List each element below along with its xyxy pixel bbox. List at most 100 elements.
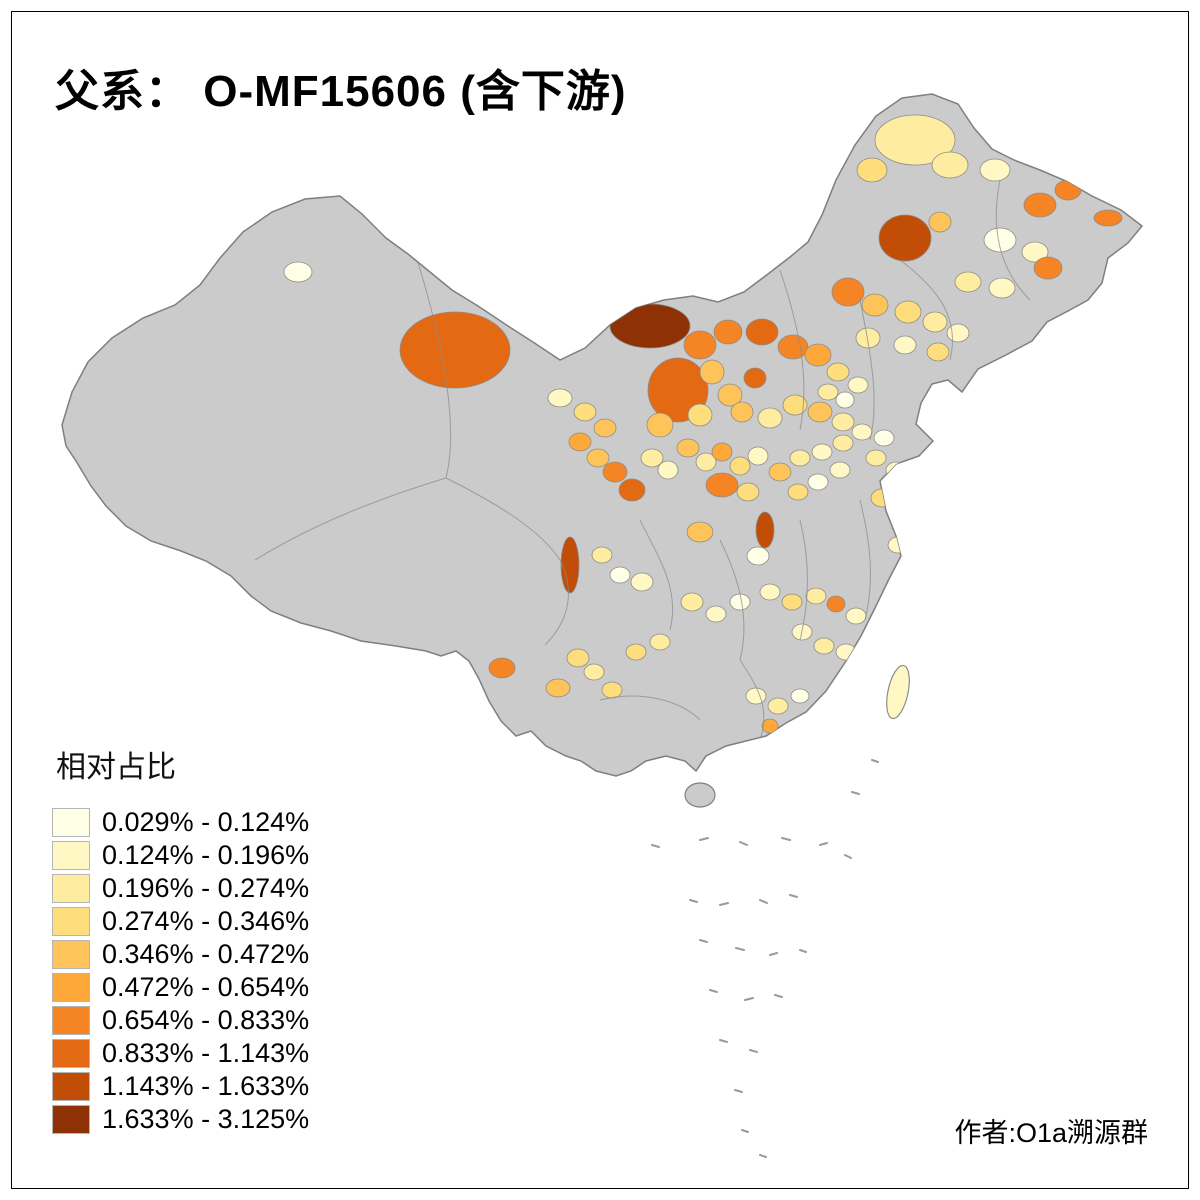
- map-region: [865, 449, 887, 467]
- map-region: [847, 376, 869, 394]
- map-region: [586, 448, 610, 468]
- map-region: [832, 434, 854, 452]
- map-region: [736, 482, 760, 502]
- map-region: [745, 318, 779, 346]
- map-region: [813, 637, 835, 655]
- legend-row: 0.124% - 0.196%: [52, 839, 309, 872]
- map-region: [909, 523, 931, 541]
- map-region: [805, 587, 827, 605]
- map-region: [826, 595, 846, 613]
- legend-swatch: [52, 973, 90, 1002]
- legend-row: 0.274% - 0.346%: [52, 905, 309, 938]
- map-region: [730, 401, 754, 423]
- map-region: [1021, 241, 1049, 263]
- map-region: [601, 681, 623, 699]
- colored-regions: [283, 114, 1123, 734]
- map-region: [618, 478, 646, 502]
- legend-row: 0.346% - 0.472%: [52, 938, 309, 971]
- map-region: [946, 323, 970, 343]
- map-region: [566, 648, 590, 668]
- map-region: [831, 277, 865, 307]
- legend-swatch: [52, 1072, 90, 1101]
- map-region: [790, 688, 810, 704]
- map-region: [856, 650, 876, 666]
- legend-label: 0.274% - 0.346%: [102, 906, 310, 936]
- map-region: [609, 566, 631, 584]
- map-region: [787, 483, 809, 501]
- legend-label: 1.143% - 1.633%: [102, 1071, 310, 1101]
- map-region: [717, 383, 743, 407]
- map-region: [874, 114, 956, 166]
- map-region: [746, 546, 770, 566]
- legend-row: 1.633% - 3.125%: [52, 1103, 309, 1136]
- map-region: [609, 303, 691, 349]
- map-region: [759, 583, 781, 601]
- legend-label: 0.029% - 0.124%: [102, 807, 310, 837]
- map-region: [745, 687, 767, 705]
- map-region: [835, 643, 857, 661]
- map-region: [807, 473, 829, 491]
- map-region: [547, 388, 573, 408]
- map-region: [747, 446, 769, 466]
- map-region: [807, 401, 833, 423]
- map-region: [545, 678, 571, 698]
- legend-swatch: [52, 1039, 90, 1068]
- map-region: [855, 327, 881, 349]
- legend-label: 0.124% - 0.196%: [102, 840, 310, 870]
- legend-row: 0.654% - 0.833%: [52, 1004, 309, 1037]
- map-region: [777, 334, 809, 360]
- legend-swatch: [52, 1006, 90, 1035]
- map-region: [699, 359, 725, 385]
- map-region: [695, 452, 717, 472]
- map-region: [1054, 179, 1082, 201]
- map-region: [893, 335, 917, 355]
- legend-label: 0.472% - 0.654%: [102, 972, 310, 1002]
- map-region: [866, 618, 886, 634]
- map-region: [729, 456, 751, 476]
- map-region: [713, 319, 743, 345]
- map-region: [705, 472, 739, 498]
- map-region: [894, 300, 922, 324]
- legend-swatch: [52, 940, 90, 969]
- map-region: [954, 271, 982, 293]
- map-region: [804, 343, 832, 367]
- map-region: [283, 261, 313, 283]
- map-region: [680, 592, 704, 612]
- map-region: [767, 697, 789, 715]
- map-region: [988, 277, 1016, 299]
- legend-row: 1.143% - 1.633%: [52, 1070, 309, 1103]
- map-region: [593, 418, 617, 438]
- map-region: [686, 521, 714, 543]
- hainan-island: [684, 782, 716, 808]
- legend-swatch: [52, 874, 90, 903]
- map-region: [705, 605, 727, 623]
- page-title: 父系： O-MF15606 (含下游): [55, 67, 627, 116]
- map-region: [625, 643, 647, 661]
- map-region: [845, 607, 867, 625]
- map-region: [789, 449, 811, 467]
- legend-row: 0.196% - 0.274%: [52, 872, 309, 905]
- legend-label: 0.833% - 1.143%: [102, 1038, 310, 1068]
- legend-title: 相对占比: [56, 751, 176, 784]
- legend-swatch: [52, 808, 90, 837]
- map-region: [761, 718, 779, 734]
- map-region: [560, 536, 580, 594]
- map-region: [928, 211, 952, 233]
- map-region: [640, 448, 664, 468]
- map-region: [931, 151, 969, 179]
- map-region: [781, 593, 803, 611]
- map-region: [1033, 256, 1063, 280]
- map-region: [583, 663, 605, 681]
- map-region: [687, 403, 713, 427]
- province-borders: [254, 179, 1031, 741]
- map-region: [878, 214, 932, 262]
- map-region: [657, 460, 679, 480]
- map-region: [870, 488, 894, 508]
- map-region: [829, 461, 851, 479]
- map-region: [926, 342, 950, 362]
- legend-swatch: [52, 1105, 90, 1134]
- map-region: [979, 158, 1011, 182]
- map-region: [683, 330, 717, 360]
- legend-label: 0.346% - 0.472%: [102, 939, 310, 969]
